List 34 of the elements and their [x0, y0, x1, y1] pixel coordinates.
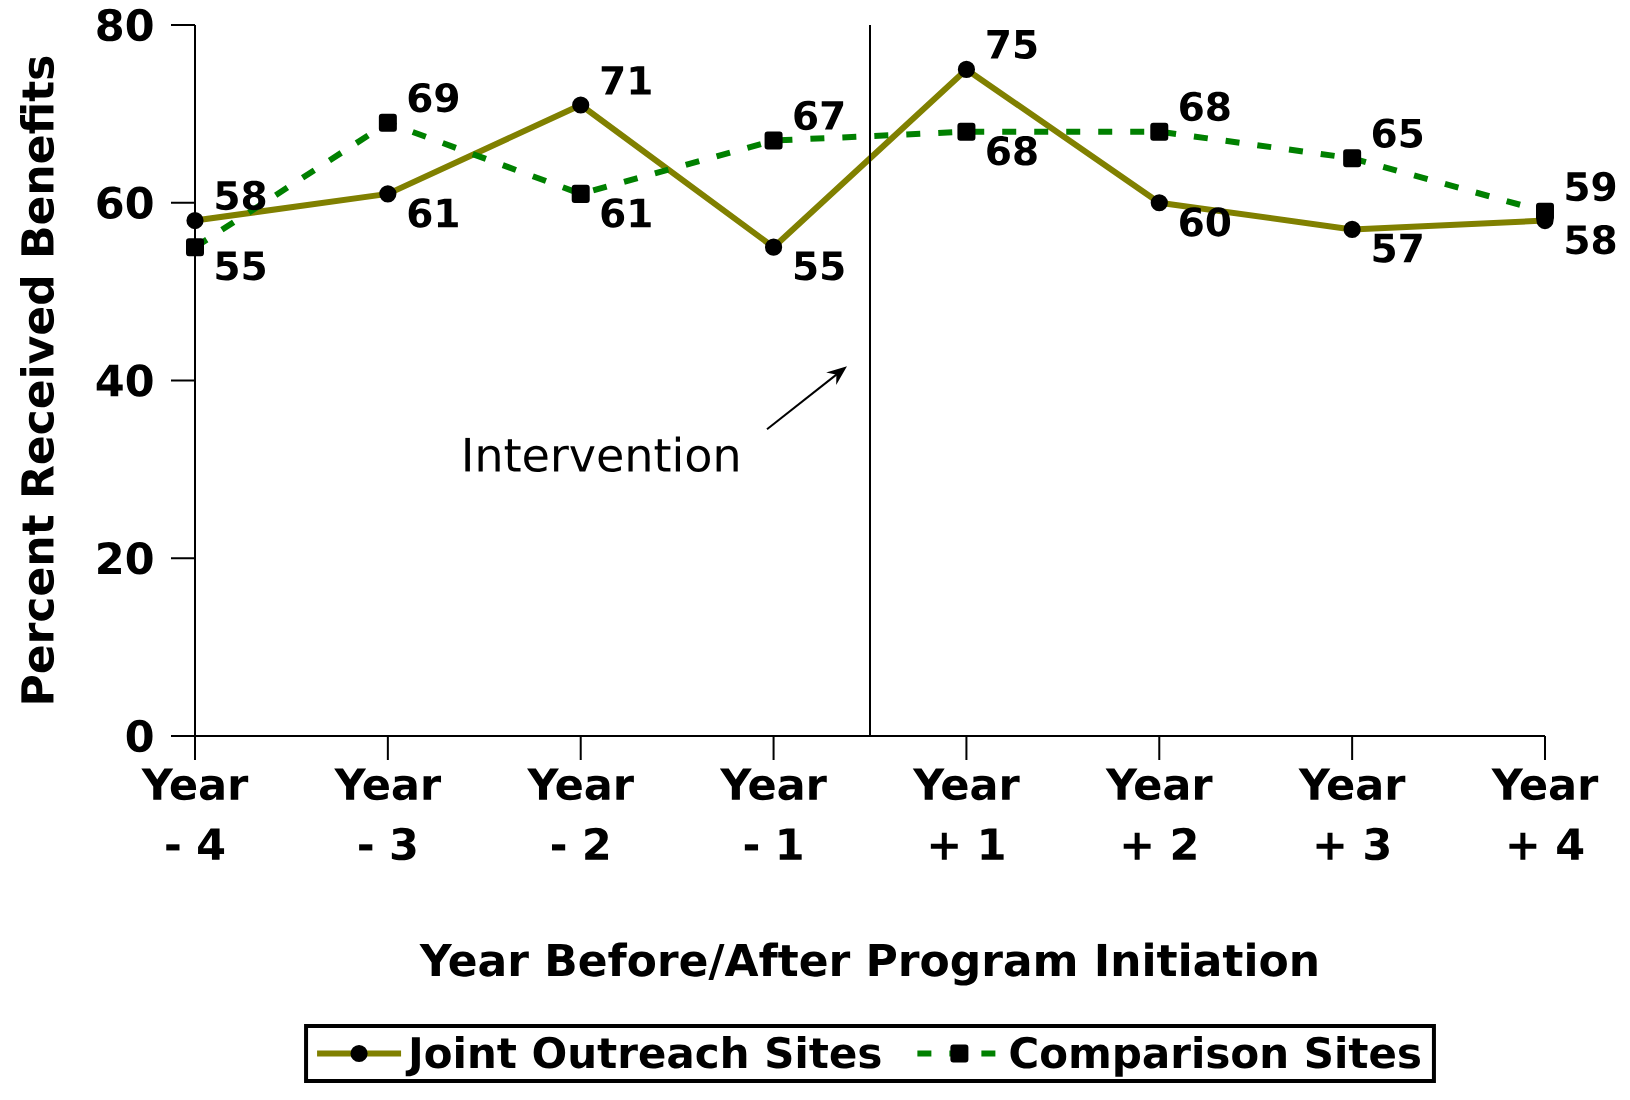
data-label: 65 — [1372, 118, 1423, 148]
x-tick-label: Year - 4 — [141, 768, 249, 860]
data-label: 60 — [1180, 207, 1231, 237]
x-tick-label: Year + 1 — [912, 768, 1020, 860]
y-tick-label: 60 — [97, 186, 153, 220]
legend-label: Comparison Sites — [1010, 1036, 1420, 1077]
data-label: 61 — [601, 198, 651, 228]
x-tick-label: Year - 2 — [527, 768, 634, 860]
x-axis-title: Year Before/After Program Initiation — [419, 942, 1317, 986]
data-label: 58 — [216, 180, 266, 211]
data-label: 61 — [408, 198, 458, 228]
y-axis-title: Percent Received Benefits — [20, 56, 55, 703]
x-tick-label: Year + 4 — [1491, 768, 1599, 860]
data-label: 59 — [1566, 171, 1616, 202]
data-label: 55 — [216, 251, 265, 281]
y-tick-label: 80 — [97, 8, 153, 42]
data-label: 68 — [987, 136, 1037, 166]
x-tick-label: Year - 1 — [719, 768, 827, 860]
data-label: 71 — [601, 66, 651, 95]
data-label: 57 — [1373, 233, 1422, 263]
y-tick-label: 40 — [96, 364, 153, 397]
y-tick-label: 20 — [98, 541, 153, 575]
data-label: 67 — [794, 100, 844, 131]
x-tick-label: Year - 3 — [334, 768, 442, 861]
data-label: 75 — [987, 30, 1037, 60]
y-tick-label: 0 — [126, 719, 153, 753]
data-label: 69 — [408, 82, 459, 113]
x-tick-label: Year + 3 — [1298, 768, 1406, 861]
data-label: 68 — [1180, 91, 1230, 122]
annotation: Intervention — [465, 436, 738, 473]
x-tick-label: Year + 2 — [1105, 768, 1213, 860]
legend-label: Joint Outreach Sites — [405, 1036, 881, 1077]
data-label: 55 — [794, 251, 844, 281]
data-label: 58 — [1566, 224, 1616, 255]
